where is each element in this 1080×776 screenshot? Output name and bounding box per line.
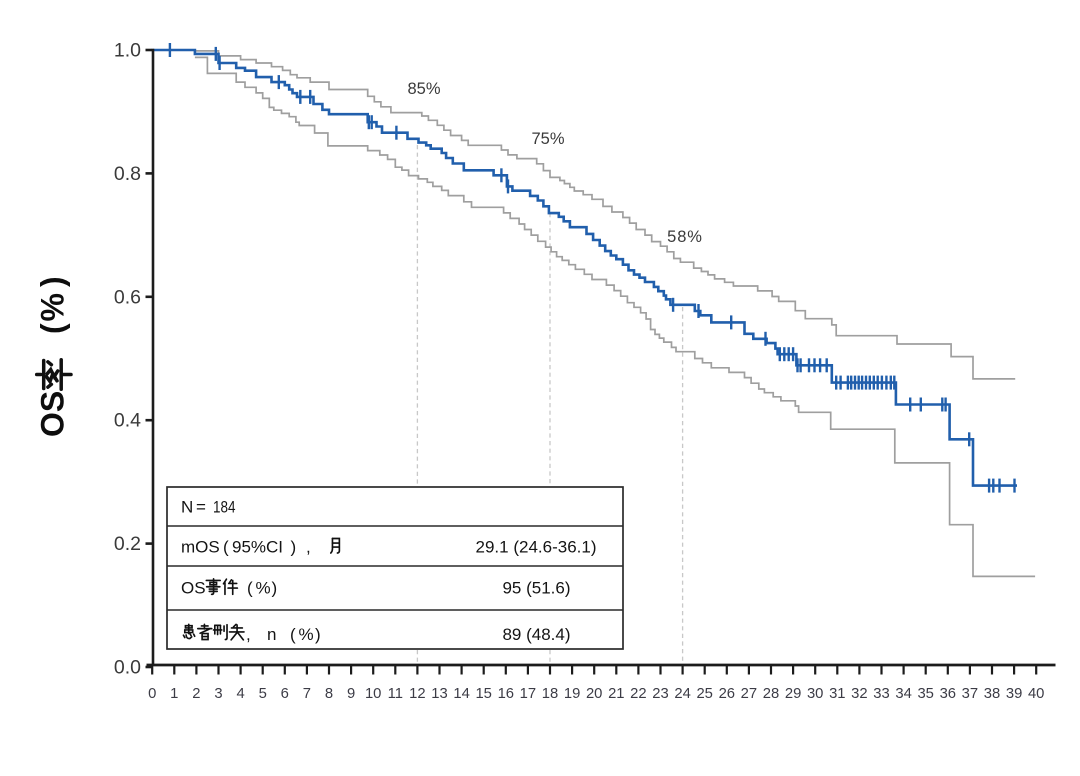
svg-text:27: 27 [741,686,757,702]
svg-text:0.8: 0.8 [114,163,141,185]
svg-text:58%: 58% [667,228,703,246]
svg-text:16: 16 [498,686,514,702]
svg-text:21: 21 [608,686,624,702]
svg-text:(%): (%) [35,276,71,334]
svg-text:1.0: 1.0 [114,40,141,62]
svg-text:25: 25 [696,686,712,702]
svg-text:4: 4 [236,686,244,702]
svg-text:29.1 (24.6-36.1): 29.1 (24.6-36.1) [476,538,597,557]
svg-text:0.2: 0.2 [114,533,141,555]
svg-text:30: 30 [807,686,823,702]
svg-text:0.0: 0.0 [114,657,141,679]
svg-text:40: 40 [1028,686,1044,702]
svg-text:28: 28 [763,686,779,702]
svg-text:11: 11 [388,686,403,702]
svg-text:75%: 75% [531,130,564,148]
svg-text:15: 15 [475,686,491,702]
svg-text:N=184: N = 184 [181,498,236,517]
svg-text:39: 39 [1006,686,1022,702]
svg-text:31: 31 [829,686,845,702]
svg-text:0: 0 [148,686,156,702]
svg-text:95 (51.6): 95 (51.6) [502,579,570,598]
svg-text:85%: 85% [407,80,440,98]
svg-text:89 (48.4): 89 (48.4) [502,625,570,644]
svg-text:37: 37 [962,686,978,702]
svg-text:17: 17 [520,686,536,702]
svg-text:0.4: 0.4 [114,410,141,432]
svg-text:6: 6 [281,686,289,702]
svg-text:19: 19 [564,686,580,702]
svg-text:12: 12 [409,686,425,702]
svg-text:34: 34 [895,686,911,702]
svg-text:38: 38 [984,686,1000,702]
svg-text:0.6: 0.6 [114,286,141,308]
svg-text:8: 8 [325,686,333,702]
svg-text:OS: OS [181,579,206,598]
svg-text:OS: OS [35,391,71,437]
svg-text:mOS(95%CI),: mOS(95%CI), [181,538,311,557]
svg-text:14: 14 [453,686,469,702]
svg-text:5: 5 [259,686,267,702]
svg-text:1: 1 [170,686,178,702]
svg-text:18: 18 [542,686,558,702]
svg-text:24: 24 [674,686,690,702]
svg-text:29: 29 [785,686,801,702]
svg-text:26: 26 [719,686,735,702]
svg-text:23: 23 [652,686,668,702]
svg-text:36: 36 [940,686,956,702]
svg-text:3: 3 [214,686,222,702]
svg-text:9: 9 [347,686,355,702]
svg-text:7: 7 [303,686,311,702]
svg-text:10: 10 [365,686,381,702]
svg-text:2: 2 [192,686,200,702]
svg-text:33: 33 [873,686,889,702]
svg-text:20: 20 [586,686,602,702]
svg-text:32: 32 [851,686,867,702]
svg-text:22: 22 [630,686,646,702]
svg-text:(%): (%) [247,579,277,598]
svg-text:35: 35 [917,686,933,702]
svg-text:13: 13 [431,686,447,702]
svg-text:,n(%): , n(%) [246,625,321,644]
